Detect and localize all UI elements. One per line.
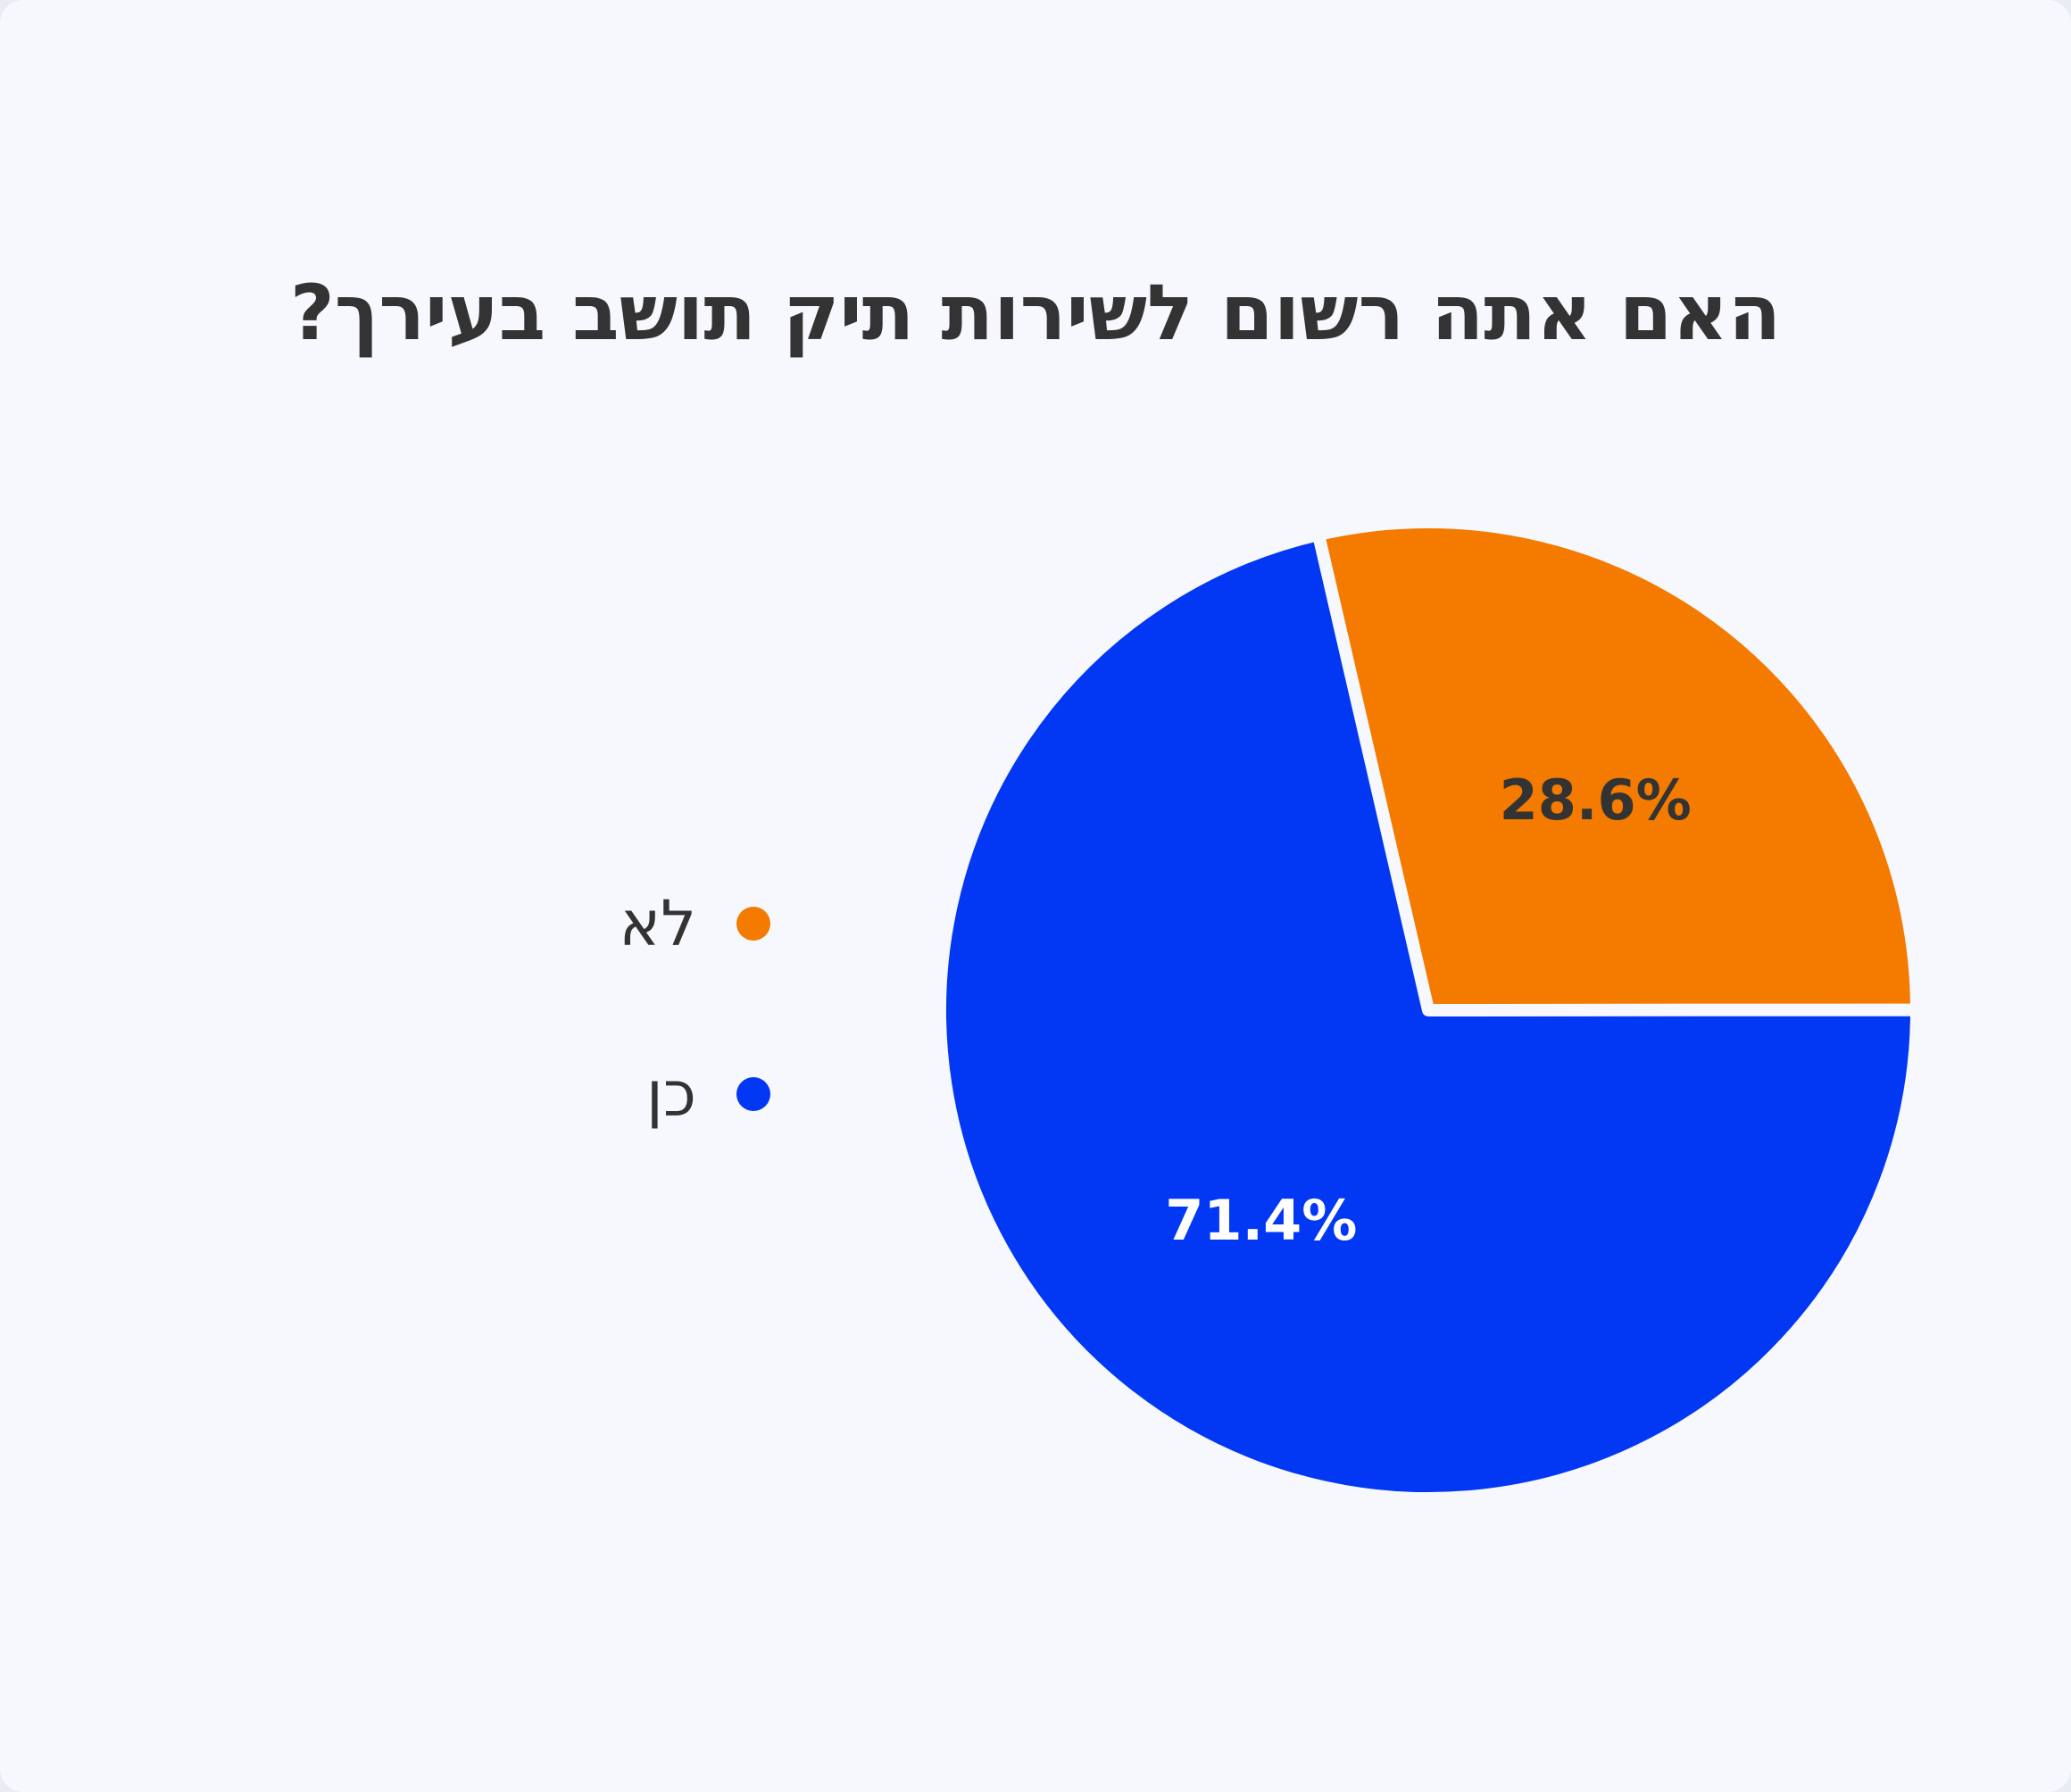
legend-dot-yes: [736, 1077, 770, 1111]
pie-slice-0[interactable]: [1311, 516, 1923, 1016]
pie-slice-label-1: 71.4%: [1165, 1188, 1357, 1253]
pie-slice-label-0: 28.6%: [1500, 767, 1692, 833]
chart-title: האם אתה רשום לשירות תיק תושב בעירך?: [289, 269, 1782, 358]
legend-item-yes[interactable]: כן: [536, 1054, 786, 1134]
pie-slice-1[interactable]: [934, 528, 1923, 1505]
legend-item-no[interactable]: לא: [536, 884, 786, 964]
legend-label-yes: כן: [645, 1058, 696, 1131]
legend-dot-no: [736, 907, 770, 941]
legend-label-no: לא: [619, 887, 696, 960]
